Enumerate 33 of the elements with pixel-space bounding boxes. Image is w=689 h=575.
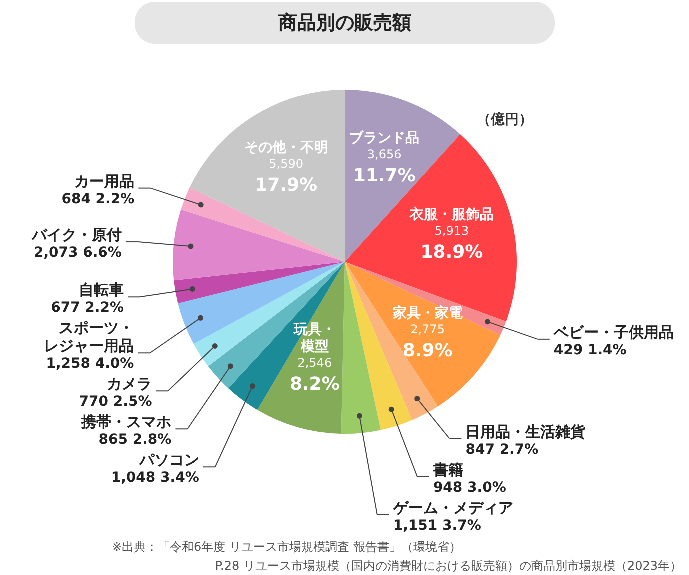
data-label: 948 3.0% bbox=[433, 480, 506, 496]
data-label: 1,151 3.7% bbox=[393, 518, 482, 534]
slice-label: 自転車 bbox=[79, 281, 124, 300]
text: 2,775 8.9% bbox=[402, 322, 453, 362]
slice-label: ベビー・子供用品 bbox=[552, 323, 674, 342]
data-label: 847 2.7% bbox=[466, 442, 539, 458]
text: 2,546 8.2% bbox=[290, 356, 340, 395]
slice-label: バイク・原付 bbox=[30, 226, 122, 244]
slice-label: ゲーム・メディア bbox=[392, 498, 514, 517]
data-label: 2,073 6.6% bbox=[34, 245, 122, 262]
text: （億円） bbox=[477, 111, 533, 128]
slice-label: パソコン bbox=[138, 451, 200, 470]
chart-title: 商品別の販売額 bbox=[278, 12, 412, 34]
slice-label: カメラ bbox=[107, 375, 152, 394]
text: P.28 リユース市場規模（国内の消費財における販売額）の商品別市場規模（2023年） bbox=[215, 559, 682, 573]
slice-label: 日用品・生活雑貨 bbox=[466, 422, 586, 441]
slice-label: カー用品 bbox=[74, 172, 135, 190]
slice-label: 玩具・模型 bbox=[292, 322, 336, 355]
slice-label: 書籍 bbox=[432, 460, 464, 479]
slice-label: ブランド品 bbox=[350, 129, 420, 146]
text: ※出典：「令和6年度 リユース市場規模調査 報告書」（環境省） bbox=[112, 540, 462, 554]
data-label: 684 2.2% bbox=[62, 191, 135, 208]
text: 3,656 11.7% bbox=[353, 147, 416, 186]
data-label: 677 2.2% bbox=[51, 300, 124, 316]
slice-label: スポーツ・レジャー用品 bbox=[44, 319, 134, 356]
data-label: 770 2.5% bbox=[79, 394, 152, 410]
data-label: 865 2.8% bbox=[98, 432, 172, 448]
data-label: 1,258 4.0% bbox=[46, 356, 134, 372]
data-label: 1,048 3.4% bbox=[111, 470, 200, 486]
slice-label: 衣服・服飾品 bbox=[408, 206, 494, 223]
data-label: 429 1.4% bbox=[554, 342, 627, 358]
slice-label: 携帯・スマホ bbox=[80, 413, 172, 432]
text: 5,913 18.9% bbox=[420, 224, 484, 263]
